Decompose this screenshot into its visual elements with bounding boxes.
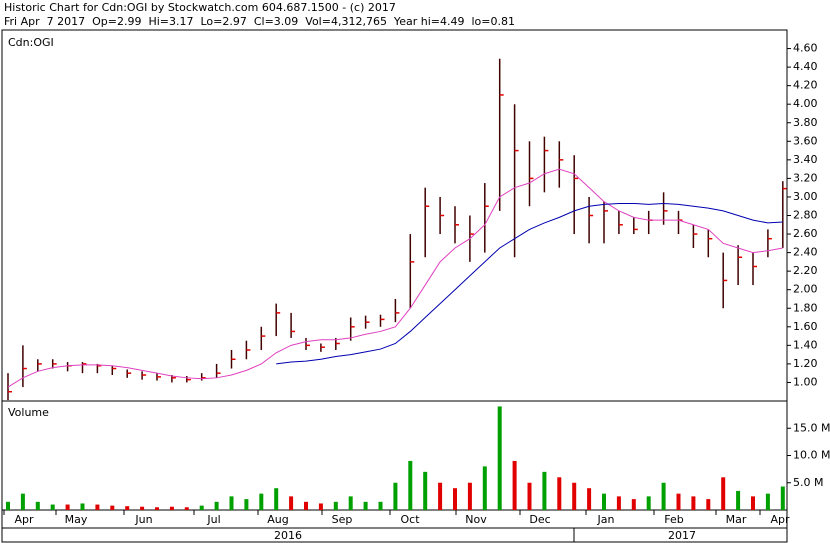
month-label: May <box>65 513 88 526</box>
volume-bar <box>453 488 457 510</box>
volume-bar <box>602 493 606 510</box>
volume-bar <box>721 477 726 510</box>
volume-bar <box>348 496 353 510</box>
y2-tick-label: 15.0 M <box>793 421 830 434</box>
volume-bar <box>199 505 204 510</box>
month-label: Jan <box>597 513 615 526</box>
month-label: Nov <box>465 513 487 526</box>
y-tick-label: 3.40 <box>793 153 818 166</box>
moving-average <box>7 168 783 388</box>
moving-average <box>276 202 783 365</box>
volume-bar <box>363 501 368 510</box>
volume-bar <box>751 496 755 510</box>
year-label: 2016 <box>274 529 302 542</box>
volume-bar <box>497 406 502 510</box>
volume-bar <box>184 507 189 510</box>
volume-bar <box>408 460 413 510</box>
volume-bar <box>423 471 428 510</box>
y-tick-label: 1.60 <box>793 320 818 333</box>
volume-label: Volume <box>8 406 49 419</box>
volume-bar <box>140 506 145 510</box>
volume-bar <box>333 501 338 510</box>
month-label: Jul <box>206 513 220 526</box>
chart-title: Historic Chart for Cdn:OGI by Stockwatch… <box>4 1 396 14</box>
y-tick-label: 3.60 <box>793 134 818 147</box>
volume-bar <box>244 499 249 510</box>
y-tick-label: 1.00 <box>793 375 818 388</box>
y-tick-label: 4.00 <box>793 97 818 110</box>
volume-bar <box>169 506 174 510</box>
y-tick-label: 1.40 <box>793 338 818 351</box>
y-tick-label: 2.40 <box>793 246 818 259</box>
month-label: Jun <box>134 513 152 526</box>
month-label: Oct <box>400 513 420 526</box>
y-tick-label: 2.00 <box>793 283 818 296</box>
month-label: Apr <box>14 513 34 526</box>
y-tick-label: 2.80 <box>793 209 818 222</box>
volume-bar <box>35 501 40 510</box>
volume-bar <box>557 477 562 510</box>
y-tick-label: 4.60 <box>793 42 818 55</box>
y-tick-label: 1.20 <box>793 357 818 370</box>
month-label: Feb <box>664 513 683 526</box>
volume-bar <box>527 482 532 510</box>
month-label: Dec <box>529 513 550 526</box>
volume-bar <box>378 501 383 510</box>
volume-bar <box>765 493 770 510</box>
month-label: Apr <box>770 513 790 526</box>
volume-bar <box>20 493 25 510</box>
volume-bar <box>214 501 219 510</box>
chart-subtitle: Fri Apr 7 2017 Op=2.99 Hi=3.17 Lo=2.97 C… <box>4 15 515 28</box>
y-tick-label: 2.20 <box>793 264 818 277</box>
volume-bar <box>572 482 577 510</box>
volume-bar <box>780 486 785 510</box>
volume-bar <box>155 507 159 510</box>
volume-bar <box>95 504 100 510</box>
volume-bar <box>110 505 115 510</box>
volume-bar <box>736 490 741 510</box>
volume-bar <box>393 482 398 510</box>
y2-tick-label: 5.0 M <box>793 476 823 489</box>
volume-bar <box>512 460 517 510</box>
volume-bar <box>691 496 696 510</box>
volume-bar <box>616 496 621 510</box>
year-label: 2017 <box>668 529 696 542</box>
volume-bar <box>65 504 70 510</box>
volume-bar <box>646 496 651 510</box>
volume-bar <box>259 493 264 510</box>
y-tick-label: 3.20 <box>793 171 818 184</box>
volume-bar <box>6 501 10 510</box>
y-tick-label: 2.60 <box>793 227 818 240</box>
volume-bar <box>661 482 666 510</box>
month-label: Mar <box>726 513 747 526</box>
y-tick-label: 3.00 <box>793 190 818 203</box>
volume-bar <box>631 499 636 510</box>
volume-bar <box>467 482 472 510</box>
month-label: Aug <box>267 513 288 526</box>
volume-bar <box>289 496 294 510</box>
y2-tick-label: 10.0 M <box>793 449 830 462</box>
y-tick-label: 3.80 <box>793 116 818 129</box>
volume-bar <box>80 503 85 510</box>
volume-bar <box>318 503 323 510</box>
volume-bar <box>274 488 279 510</box>
volume-bar <box>125 506 130 510</box>
volume-bar <box>229 496 234 510</box>
volume-bar <box>676 493 681 510</box>
volume-bar <box>50 504 55 510</box>
volume-bar <box>482 466 487 510</box>
month-label: Sep <box>332 513 353 526</box>
year-strip <box>1 527 788 543</box>
y-tick-label: 1.80 <box>793 301 818 314</box>
volume-bar <box>542 471 547 510</box>
volume-bar <box>706 499 711 510</box>
symbol-label: Cdn:OGI <box>8 36 54 49</box>
volume-bar <box>304 501 308 510</box>
y-tick-label: 4.20 <box>793 79 818 92</box>
volume-bar <box>438 482 443 510</box>
y-tick-label: 4.40 <box>793 60 818 73</box>
volume-bar <box>587 488 592 510</box>
